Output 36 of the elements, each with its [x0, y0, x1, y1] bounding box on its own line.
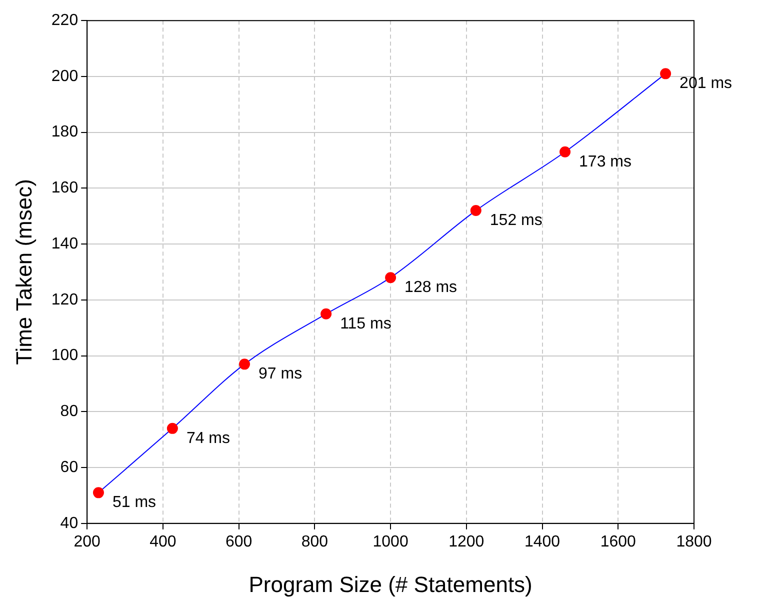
point [320, 308, 332, 320]
point [660, 68, 672, 80]
point [92, 487, 104, 498]
data-label: 173 ms [579, 153, 632, 170]
point [470, 205, 482, 216]
point [560, 146, 571, 158]
y-tick-label: 220 [51, 12, 78, 30]
x-tick-label: 600 [225, 533, 252, 550]
x-tick-label: 1400 [524, 533, 560, 550]
x-tick-label: 800 [301, 533, 328, 550]
y-axis-title: Time Taken (msec) [11, 179, 36, 365]
x-tick-label: 1600 [600, 533, 636, 550]
y-tick-label: 60 [60, 458, 78, 476]
y-tick-label: 140 [51, 235, 78, 252]
x-tick-label: 1800 [676, 533, 712, 550]
point [166, 422, 178, 434]
x-axis-title: Program Size (# Statements) [248, 572, 532, 597]
y-tick-label: 200 [51, 68, 78, 85]
y-tick-label: 160 [51, 180, 78, 197]
x-tick-label: 400 [150, 533, 176, 550]
data-label: 152 ms [490, 212, 542, 229]
x-tick-label: 200 [74, 533, 101, 550]
point [385, 272, 396, 284]
y-tick-label: 80 [60, 403, 78, 420]
x-tick-label: 1000 [372, 533, 408, 550]
point [239, 358, 250, 370]
data-label: 51 ms [112, 494, 156, 512]
y-tick-label: 100 [51, 347, 78, 364]
y-tick-label: 120 [51, 291, 78, 308]
data-label: 74 ms [186, 430, 230, 447]
y-tick-label: 40 [60, 514, 78, 532]
y-tick-label: 180 [51, 124, 78, 141]
x-tick-label: 1200 [448, 533, 484, 550]
data-label: 115 ms [340, 315, 392, 332]
data-label: 97 ms [258, 366, 302, 383]
data-label: 128 ms [404, 278, 458, 296]
